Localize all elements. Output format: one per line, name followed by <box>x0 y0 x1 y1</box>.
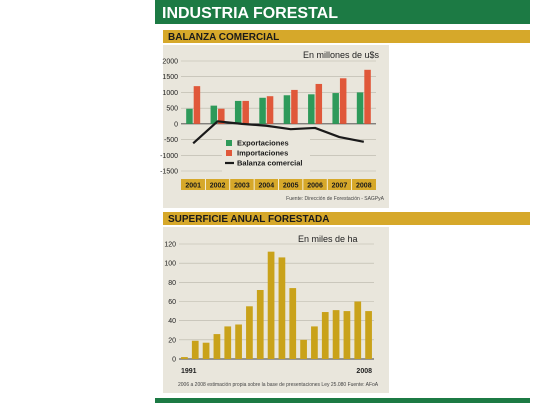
import-bar <box>339 78 347 124</box>
chart-panel-superficie <box>163 227 389 393</box>
legend-swatch <box>226 150 232 156</box>
bars-superficie <box>181 251 372 359</box>
x-tick-label: 2006 <box>307 183 323 190</box>
superficie-bar <box>267 251 275 359</box>
export-bar <box>356 92 364 124</box>
superficie-bar <box>256 290 264 359</box>
x-tick-label: 2001 <box>185 183 201 190</box>
y-tick-label: 1500 <box>162 74 178 81</box>
superficie-bar <box>181 357 188 359</box>
superficie-bar <box>365 311 372 359</box>
import-bar <box>291 89 298 124</box>
chart-grid-superficie <box>179 243 374 360</box>
import-bar <box>193 86 201 124</box>
y-tick-label: 20 <box>168 337 176 344</box>
x-axis-label-last: 2008 <box>356 368 372 375</box>
superficie-bar <box>354 301 362 359</box>
x-axis-label-first: 1991 <box>181 368 197 375</box>
section-title-bar-balanza <box>163 30 530 43</box>
legend-label: Exportaciones <box>237 139 289 148</box>
import-bar <box>266 96 274 124</box>
superficie-bar <box>246 306 253 359</box>
chart-subtitle-balanza: En millones de u$s <box>303 50 380 60</box>
chart-title-superficie: SUPERFICIE ANUAL FORESTADA <box>168 214 330 225</box>
bottom-rule <box>155 398 530 403</box>
superficie-bar <box>332 310 340 359</box>
page-title: INDUSTRIA FORESTAL <box>162 5 338 22</box>
y-tick-label: 60 <box>168 299 176 306</box>
y-tick-label: 40 <box>168 318 176 325</box>
header-bar <box>155 0 530 24</box>
y-axis-ticks-balanza: 2000 1500 1000 500 0 -500 -1000 -1500 <box>160 59 178 176</box>
y-tick-label: 120 <box>164 242 176 249</box>
y-tick-label: 2000 <box>162 59 178 66</box>
export-bar <box>234 100 242 124</box>
legend-label: Importaciones <box>237 149 288 158</box>
y-tick-label: 0 <box>172 357 176 364</box>
legend-swatch <box>226 140 232 146</box>
x-tick-label: 2003 <box>234 183 250 190</box>
export-bar <box>259 97 266 124</box>
superficie-bar <box>289 288 297 359</box>
superficie-bar <box>278 257 286 359</box>
superficie-bar <box>191 340 199 359</box>
section-title-bar-superficie <box>163 212 530 225</box>
y-tick-label: 0 <box>174 121 178 128</box>
balance-line <box>192 120 365 145</box>
export-bar <box>332 93 339 124</box>
source-note-superficie: 2006 a 2008 estimación propia sobre la b… <box>178 382 379 388</box>
chart-subtitle-superficie: En miles de ha <box>298 234 358 244</box>
import-bar <box>242 100 249 124</box>
x-tick-label: 2007 <box>332 183 348 190</box>
export-bar <box>186 108 193 124</box>
legend-label: Balanza comercial <box>237 159 302 168</box>
y-tick-label: -500 <box>164 137 178 144</box>
import-bar <box>364 69 371 124</box>
y-tick-label: 80 <box>168 280 176 287</box>
chart-title-balanza: BALANZA COMERCIAL <box>168 32 279 43</box>
x-tick-label: 2004 <box>259 183 275 190</box>
import-bar <box>218 108 225 124</box>
x-axis-labels-balanza: 2001 2002 2003 2004 2005 2006 2007 2008 <box>181 179 376 190</box>
y-axis-ticks-superficie: 120 100 80 60 40 20 0 <box>164 242 176 364</box>
superficie-bar <box>202 342 210 359</box>
y-tick-label: -1500 <box>160 169 178 176</box>
x-tick-label: 2002 <box>210 183 226 190</box>
superficie-bar <box>321 312 329 359</box>
export-bar <box>210 105 218 124</box>
superficie-bar <box>300 339 307 359</box>
source-note-balanza: Fuente: Dirección de Forestación - SAGPy… <box>286 196 384 202</box>
superficie-bar <box>311 326 318 359</box>
y-tick-label: -1000 <box>160 153 178 160</box>
y-tick-label: 500 <box>166 106 178 113</box>
export-bar <box>283 95 291 124</box>
superficie-bar <box>213 334 221 359</box>
balance-line-path <box>192 120 365 145</box>
y-tick-label: 1000 <box>162 90 178 97</box>
bars-balanza <box>186 69 371 124</box>
superficie-bar <box>235 324 242 359</box>
x-tick-label: 2005 <box>283 183 299 190</box>
superficie-bar <box>343 311 351 359</box>
import-bar <box>315 83 323 124</box>
y-tick-label: 100 <box>164 261 176 268</box>
superficie-bar <box>224 326 232 359</box>
x-tick-label: 2008 <box>356 183 372 190</box>
legend-box <box>222 138 310 172</box>
export-bar <box>308 94 315 124</box>
